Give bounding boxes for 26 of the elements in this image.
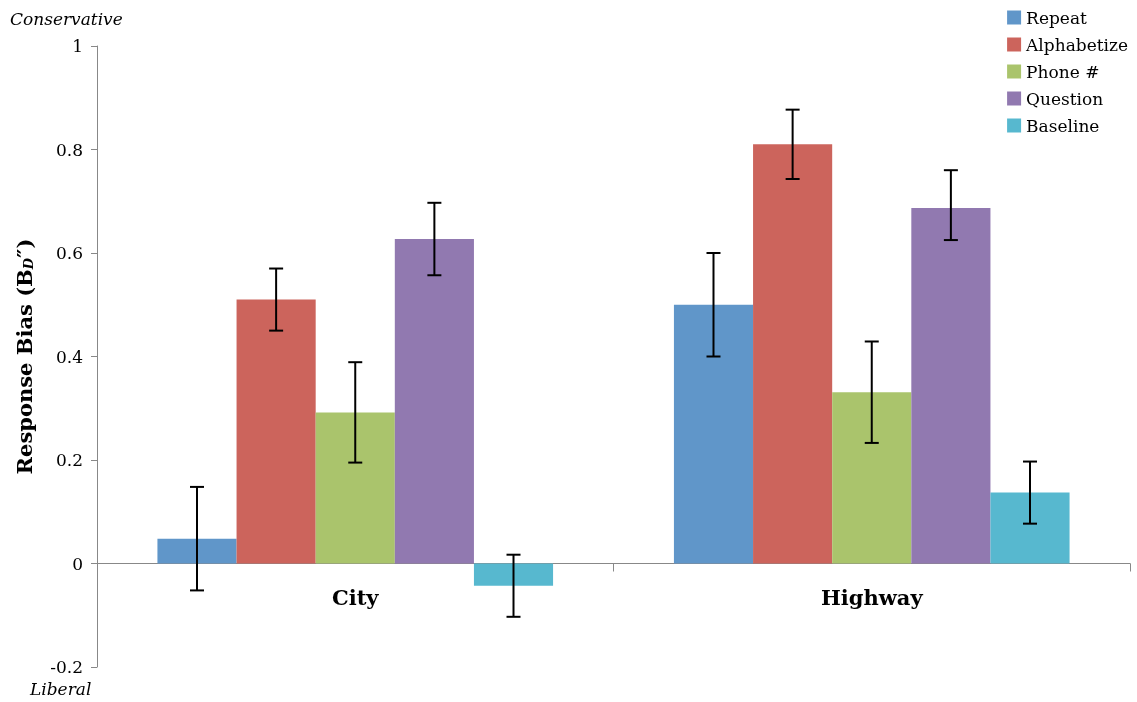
y-tick-label: 0 [72,553,83,574]
x-tick-label: Highway [820,584,924,610]
text: Liberal [29,678,92,699]
bar [832,392,912,564]
legend-label: Question [1026,88,1104,109]
legend-label: Baseline [1026,115,1100,136]
bar [157,538,237,564]
y-tick-label: 0.2 [55,450,83,470]
legend-label: Repeat [1026,7,1088,28]
bar [315,412,395,564]
y-tick-label: 0.4 [55,346,83,367]
y-tick-label: 0.6 [55,243,83,263]
text: Conservative [10,8,123,29]
bar [673,304,754,564]
y-tick-label: 0.8 [55,139,83,160]
bar [753,144,833,564]
bar [911,207,991,564]
y-tick-label: 1 [72,36,83,56]
y-tick-label: -0.2 [50,657,83,677]
bar [394,239,474,564]
bar [473,563,554,586]
legend-label: Alphabetize [1025,34,1129,55]
x-tick-label: City [331,584,380,610]
bar [990,492,1070,564]
bar [236,299,316,564]
legend-label: Phone # [1026,61,1100,82]
